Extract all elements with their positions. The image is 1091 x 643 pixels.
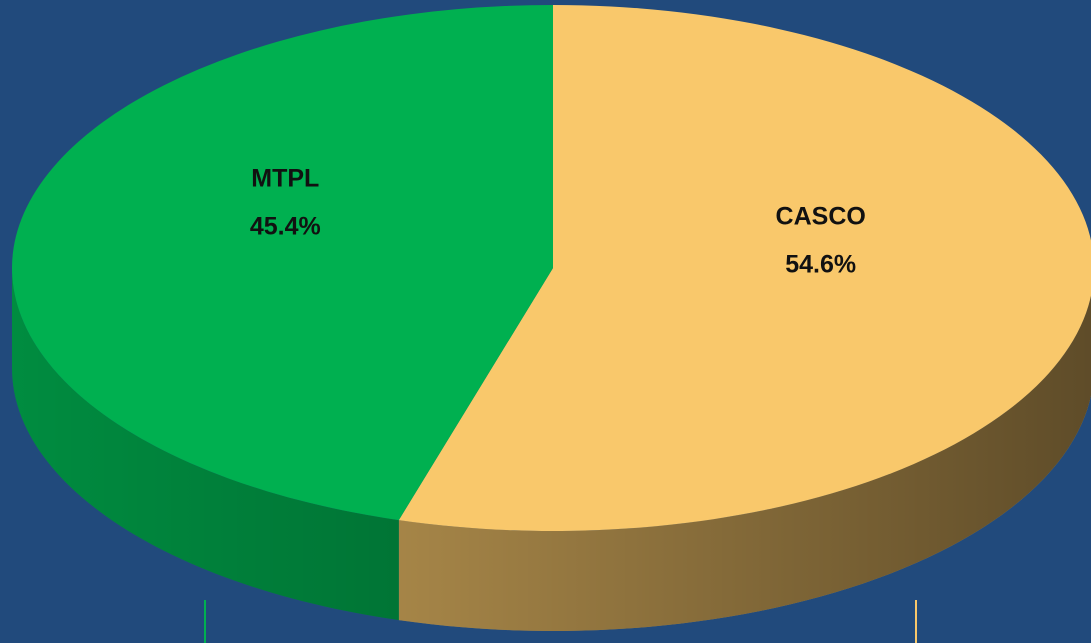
slice-category-label: MTPL xyxy=(251,165,319,193)
slice-side-shade xyxy=(12,268,399,621)
pie-labels: CASCO 54.6% MTPL 45.4% xyxy=(250,165,866,279)
slice-value-label: 54.6% xyxy=(785,251,856,279)
pie-tops xyxy=(11,4,1091,531)
slice xyxy=(11,4,553,521)
pie-sides xyxy=(12,268,1091,631)
slice-category-label: CASCO xyxy=(776,203,866,231)
slice-value-label: 45.4% xyxy=(250,213,321,241)
slice xyxy=(398,5,1091,531)
slice-side-shade xyxy=(398,295,1091,631)
